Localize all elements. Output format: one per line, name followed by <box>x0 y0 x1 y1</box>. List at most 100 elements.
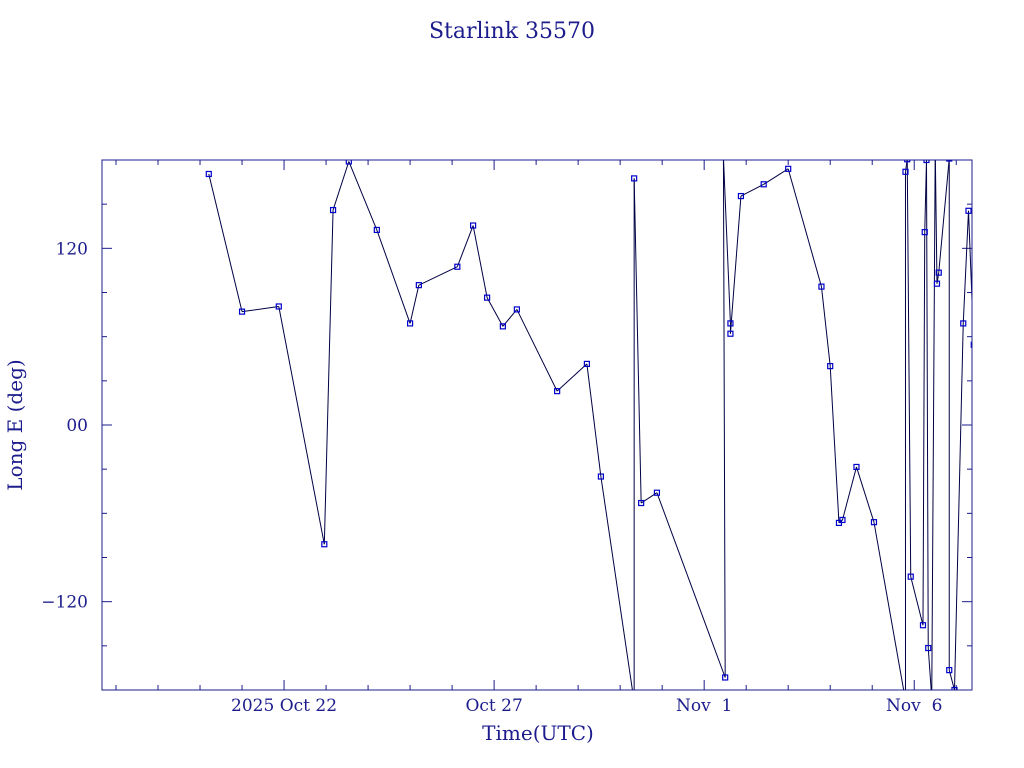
series-segment <box>722 160 726 678</box>
data-point <box>984 308 989 313</box>
series-segment <box>927 648 932 690</box>
data-point <box>275 303 282 310</box>
y-tick-label: −120 <box>41 593 88 613</box>
data-point <box>583 360 590 368</box>
series-segment <box>409 285 420 324</box>
data-point <box>870 519 878 526</box>
axis-ticks <box>102 160 972 690</box>
data-point <box>839 516 846 524</box>
series-segment <box>873 522 905 690</box>
data-point <box>904 160 911 163</box>
data-point <box>977 230 982 235</box>
data-point <box>597 473 604 480</box>
data-point <box>907 573 914 580</box>
series-segment <box>600 476 633 690</box>
data-point <box>238 308 246 315</box>
series-segment <box>556 363 588 392</box>
series-segment <box>936 272 940 284</box>
data-point <box>923 160 930 164</box>
x-tick-label: Nov 6 <box>886 696 942 716</box>
series-segment <box>820 286 831 367</box>
data-point <box>513 306 520 313</box>
series-segment <box>967 210 972 313</box>
series-segment <box>729 196 742 334</box>
data-point <box>653 489 661 496</box>
data-point <box>554 388 561 395</box>
series-segment <box>938 160 950 273</box>
data-point <box>960 320 967 327</box>
data-point <box>760 181 767 188</box>
series-segment <box>586 363 602 477</box>
series-segment <box>723 160 731 324</box>
series-segment <box>348 161 378 231</box>
series-segment <box>841 466 857 521</box>
data-point <box>827 363 834 370</box>
data-point <box>919 622 927 629</box>
data-point <box>921 229 928 236</box>
data-point <box>321 541 328 548</box>
series-segment <box>953 323 964 690</box>
series-segment <box>962 210 969 324</box>
series-segment <box>486 297 504 327</box>
series-segment <box>855 466 875 523</box>
data-point <box>406 320 414 327</box>
series-segment <box>763 168 789 185</box>
tick-labels: 2025 Oct 22 Oct 27 Nov 1 Nov 6 120 00 −120 <box>41 239 942 716</box>
series-segment <box>472 225 488 298</box>
series-segment <box>418 266 458 286</box>
series-segment <box>323 210 334 545</box>
data-point <box>720 160 727 161</box>
data-point <box>785 165 792 172</box>
series-segment <box>208 173 243 312</box>
series-segment <box>516 309 558 392</box>
y-tick-label: 120 <box>56 239 88 259</box>
data-point <box>946 160 953 162</box>
data-point <box>853 463 860 471</box>
data-point <box>329 206 337 214</box>
data-point <box>933 280 941 287</box>
data-point <box>727 320 734 327</box>
data-point <box>925 644 932 652</box>
data-point <box>345 160 352 165</box>
data-point <box>205 170 212 178</box>
data-point <box>638 499 645 507</box>
series-segment <box>829 366 840 523</box>
data-point <box>373 226 380 234</box>
series-segment <box>925 160 929 649</box>
data-point <box>415 282 422 289</box>
series-segment <box>656 492 726 678</box>
data-point <box>737 192 745 200</box>
series-segment <box>979 233 986 311</box>
data-point <box>935 269 942 276</box>
series-lines <box>208 160 986 690</box>
series-segment <box>910 576 924 626</box>
series-segment <box>241 305 279 313</box>
plot-frame <box>101 159 973 691</box>
series-segment <box>332 161 350 211</box>
series-segment <box>934 160 938 284</box>
data-point <box>484 294 491 301</box>
series-segment <box>974 233 979 345</box>
data-point <box>818 283 825 290</box>
data-point <box>722 674 729 681</box>
y-tick-label: 00 <box>66 416 88 436</box>
series-segment <box>633 178 642 504</box>
series-segment <box>931 160 936 690</box>
series-segment <box>376 229 411 324</box>
series-markers <box>205 160 989 690</box>
data-point <box>727 330 734 337</box>
x-tick-label: Oct 27 <box>465 696 522 716</box>
data-point <box>946 667 953 674</box>
y-axis-label: Long E (deg) <box>3 359 27 490</box>
chart-title: Starlink 35570 <box>429 19 595 44</box>
x-tick-label: 2025 Oct 22 <box>231 696 337 716</box>
data-point <box>951 686 958 690</box>
data-point <box>965 207 972 214</box>
series-segment <box>948 669 955 690</box>
series-segment <box>740 183 764 197</box>
data-point <box>470 222 477 229</box>
x-axis-label: Time(UTC) <box>482 721 594 745</box>
data-point <box>499 323 506 330</box>
series-segment <box>922 232 926 626</box>
